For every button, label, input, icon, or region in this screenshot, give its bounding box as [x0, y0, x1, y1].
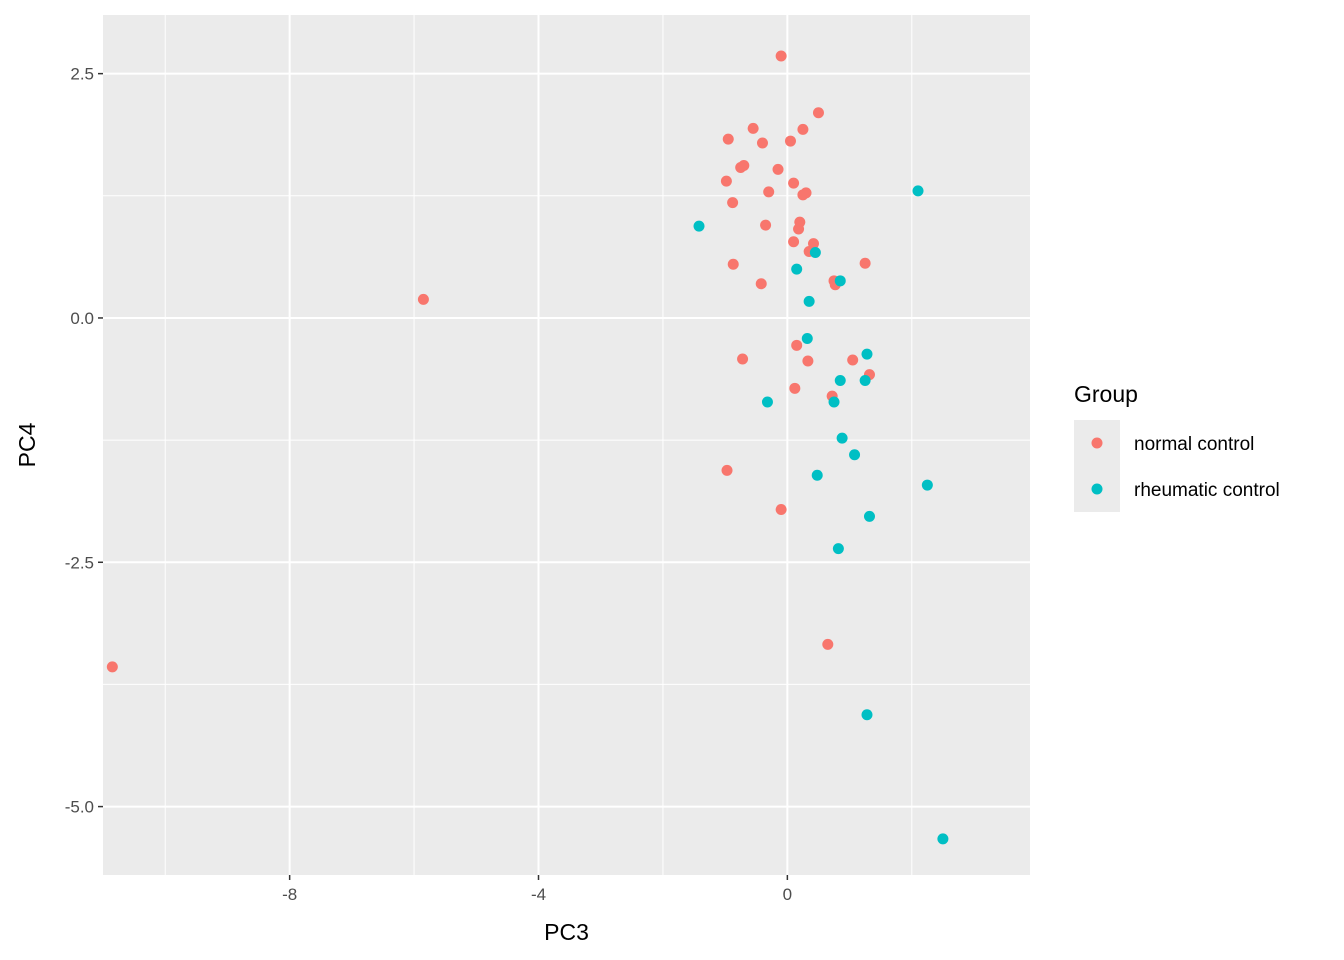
- data-point: [727, 258, 739, 270]
- data-point: [832, 543, 844, 555]
- legend-label: rheumatic control: [1134, 480, 1280, 501]
- y-axis-ticks: 2.5 0.0 -2.5 -5.0: [65, 65, 103, 817]
- data-point: [784, 135, 796, 147]
- data-point: [760, 219, 772, 231]
- data-point: [834, 275, 846, 287]
- data-point: [720, 175, 732, 187]
- data-point: [812, 107, 824, 119]
- legend-label: normal control: [1134, 434, 1254, 455]
- minor-grid: [103, 15, 1030, 875]
- legend: Group normal control rheumatic control: [1074, 381, 1280, 512]
- data-point: [937, 833, 949, 845]
- data-point: [863, 510, 875, 522]
- data-point: [756, 137, 768, 149]
- legend-key: [1091, 437, 1103, 449]
- data-point: [791, 339, 803, 351]
- data-point: [803, 295, 815, 307]
- data-point: [693, 220, 705, 232]
- x-tick-label: 0: [783, 885, 792, 904]
- data-point: [763, 186, 775, 198]
- data-point: [775, 504, 787, 515]
- legend-key-background: [1074, 420, 1120, 512]
- data-point: [809, 246, 821, 258]
- y-axis-title: PC4: [14, 422, 40, 467]
- legend-title: Group: [1074, 381, 1138, 407]
- data-point: [849, 449, 861, 461]
- data-point: [788, 177, 800, 189]
- data-point: [755, 278, 767, 290]
- y-tick-label: -2.5: [65, 553, 94, 572]
- data-point: [861, 709, 873, 721]
- data-point: [828, 396, 840, 408]
- y-tick-label: 0.0: [70, 309, 94, 328]
- data-point: [775, 50, 787, 62]
- data-point: [797, 189, 809, 201]
- data-point: [834, 375, 846, 386]
- data-point: [761, 396, 773, 408]
- data-point: [836, 432, 848, 444]
- x-axis-ticks: -8 -4 0: [282, 875, 792, 904]
- y-tick-label: 2.5: [70, 65, 94, 84]
- data-point: [859, 257, 871, 269]
- major-grid: [103, 15, 1030, 875]
- data-point: [727, 197, 739, 209]
- x-tick-label: -8: [282, 885, 297, 904]
- data-point: [772, 163, 784, 175]
- legend-key: [1091, 483, 1103, 495]
- data-point: [722, 133, 734, 145]
- data-point: [861, 348, 873, 360]
- data-point: [921, 479, 933, 491]
- data-point: [106, 661, 118, 673]
- data-points: [106, 50, 949, 845]
- plot-panel: [103, 15, 1030, 875]
- x-axis-title: PC3: [544, 919, 589, 945]
- data-point: [797, 123, 809, 135]
- data-point: [801, 332, 813, 344]
- data-point: [737, 353, 749, 365]
- data-point: [747, 122, 759, 134]
- data-point: [847, 354, 859, 366]
- data-point: [811, 469, 823, 481]
- data-point: [735, 161, 747, 173]
- data-point: [788, 236, 800, 248]
- data-point: [912, 185, 924, 197]
- data-point: [417, 293, 429, 305]
- data-point: [822, 638, 834, 650]
- x-tick-label: -4: [531, 885, 546, 904]
- data-point: [721, 464, 733, 476]
- y-tick-label: -5.0: [65, 798, 94, 817]
- data-point: [793, 223, 805, 235]
- data-point: [789, 382, 801, 394]
- legend-items: normal control rheumatic control: [1091, 434, 1280, 501]
- data-point: [791, 263, 803, 275]
- data-point: [859, 375, 871, 386]
- data-point: [802, 355, 814, 367]
